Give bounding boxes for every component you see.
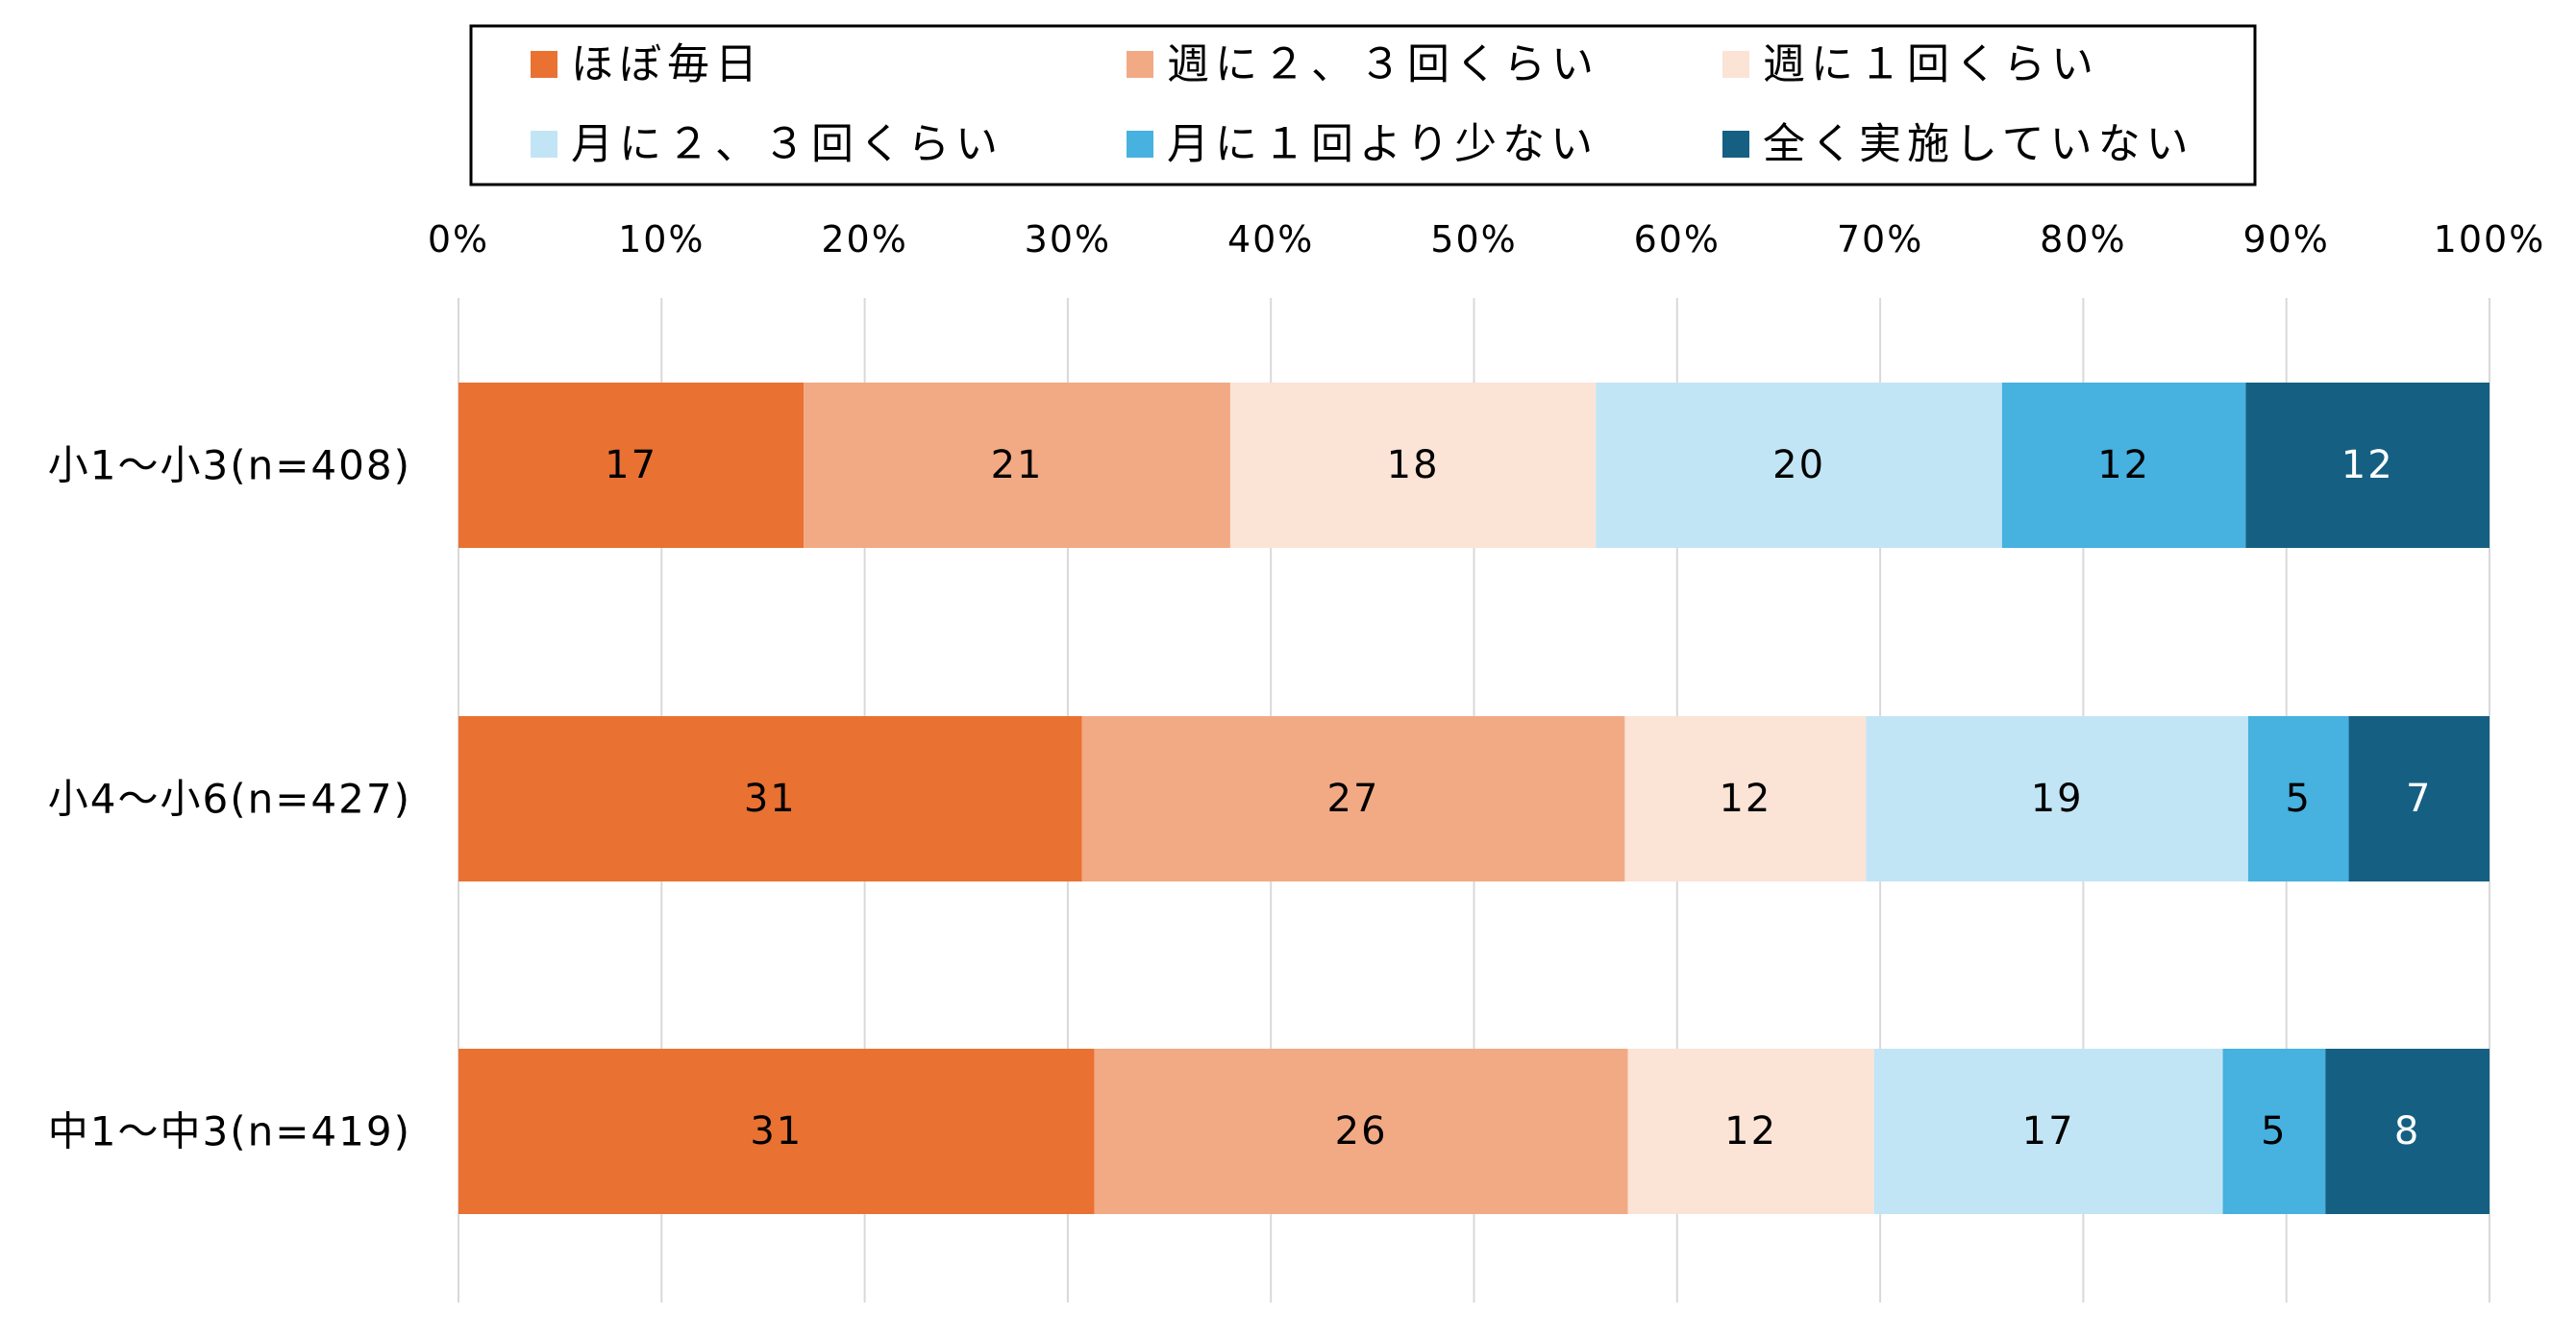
data-label: 19	[2031, 777, 2084, 821]
bar-segment	[1081, 716, 1625, 881]
bars: 17 21 18 20 12 12 31 27 12 19 5 7 31 26 12 17 5 8	[458, 383, 2489, 1214]
legend-swatch	[531, 51, 557, 78]
legend-label: ほぼ毎日	[571, 40, 763, 89]
bar-segment	[2247, 716, 2349, 881]
legend-label: 月に１回より少ない	[1167, 120, 1598, 169]
category-labels: 小1～小3(n=408) 小4～小6(n=427) 中1～中3(n=419)	[48, 442, 411, 1155]
data-label: 5	[2261, 1109, 2287, 1154]
bar-segment	[458, 1049, 1095, 1214]
bar-segment	[2325, 1049, 2489, 1214]
data-label: 31	[750, 1109, 803, 1154]
data-label: 17	[2022, 1109, 2075, 1154]
data-label: 26	[1335, 1109, 1388, 1154]
legend-swatch	[1722, 131, 1749, 158]
data-label: 12	[1719, 777, 1771, 821]
legend-label: 週に１回くらい	[1763, 40, 2099, 89]
x-tick-label: 80%	[2040, 218, 2126, 261]
legend-box	[469, 24, 2257, 186]
bar-segment	[2245, 383, 2489, 548]
data-label: 20	[1772, 443, 1825, 487]
bar-segment	[2001, 383, 2246, 548]
bar-segment	[2348, 716, 2489, 881]
legend-swatch	[1722, 51, 1749, 78]
x-tick-label: 10%	[618, 218, 705, 261]
data-label: 12	[1724, 1109, 1777, 1154]
bar-segment	[1596, 383, 2002, 548]
x-tick-label: 70%	[1837, 218, 1923, 261]
data-label: 7	[2406, 777, 2432, 821]
bar-segment	[1229, 383, 1597, 548]
data-label: 17	[605, 443, 657, 487]
x-tick-label: 20%	[821, 218, 907, 261]
legend-label: 週に２、３回くらい	[1167, 40, 1599, 89]
bar-segment	[1624, 716, 1867, 881]
legend-swatch	[531, 131, 557, 158]
x-tick-label: 40%	[1227, 218, 1314, 261]
legend-swatch	[1127, 131, 1153, 158]
data-label: 31	[744, 777, 797, 821]
bar-segment	[2222, 1049, 2326, 1214]
legend-swatch	[1127, 51, 1153, 78]
data-label: 8	[2394, 1109, 2420, 1154]
bar-segment	[458, 383, 805, 548]
bar-segment	[1094, 1049, 1628, 1214]
category-label: 小1～小3(n=408)	[48, 442, 411, 489]
category-label: 小4～小6(n=427)	[48, 776, 411, 823]
data-label: 27	[1327, 777, 1380, 821]
data-label: 12	[2341, 443, 2394, 487]
bar-segment	[458, 716, 1082, 881]
data-label: 21	[991, 443, 1044, 487]
data-label: 18	[1387, 443, 1440, 487]
legend-label: 月に２、３回くらい	[571, 120, 1003, 169]
x-axis-ticks: 0% 10% 20% 30% 40% 50% 60% 70% 80% 90% 100%	[428, 218, 2546, 261]
data-label: 5	[2286, 777, 2312, 821]
x-tick-label: 90%	[2242, 218, 2329, 261]
bar-segment	[1866, 716, 2248, 881]
bar-segment	[804, 383, 1230, 548]
category-label: 中1～中3(n=419)	[48, 1108, 411, 1155]
legend-label: 全く実施していない	[1763, 120, 2194, 169]
x-tick-label: 60%	[1634, 218, 1721, 261]
x-tick-label: 0%	[428, 218, 489, 261]
bar-segment	[1873, 1049, 2223, 1214]
x-tick-label: 30%	[1025, 218, 1111, 261]
bar-segment	[1627, 1049, 1874, 1214]
x-tick-label: 100%	[2434, 218, 2546, 261]
data-label: 12	[2097, 443, 2150, 487]
x-tick-label: 50%	[1430, 218, 1517, 261]
